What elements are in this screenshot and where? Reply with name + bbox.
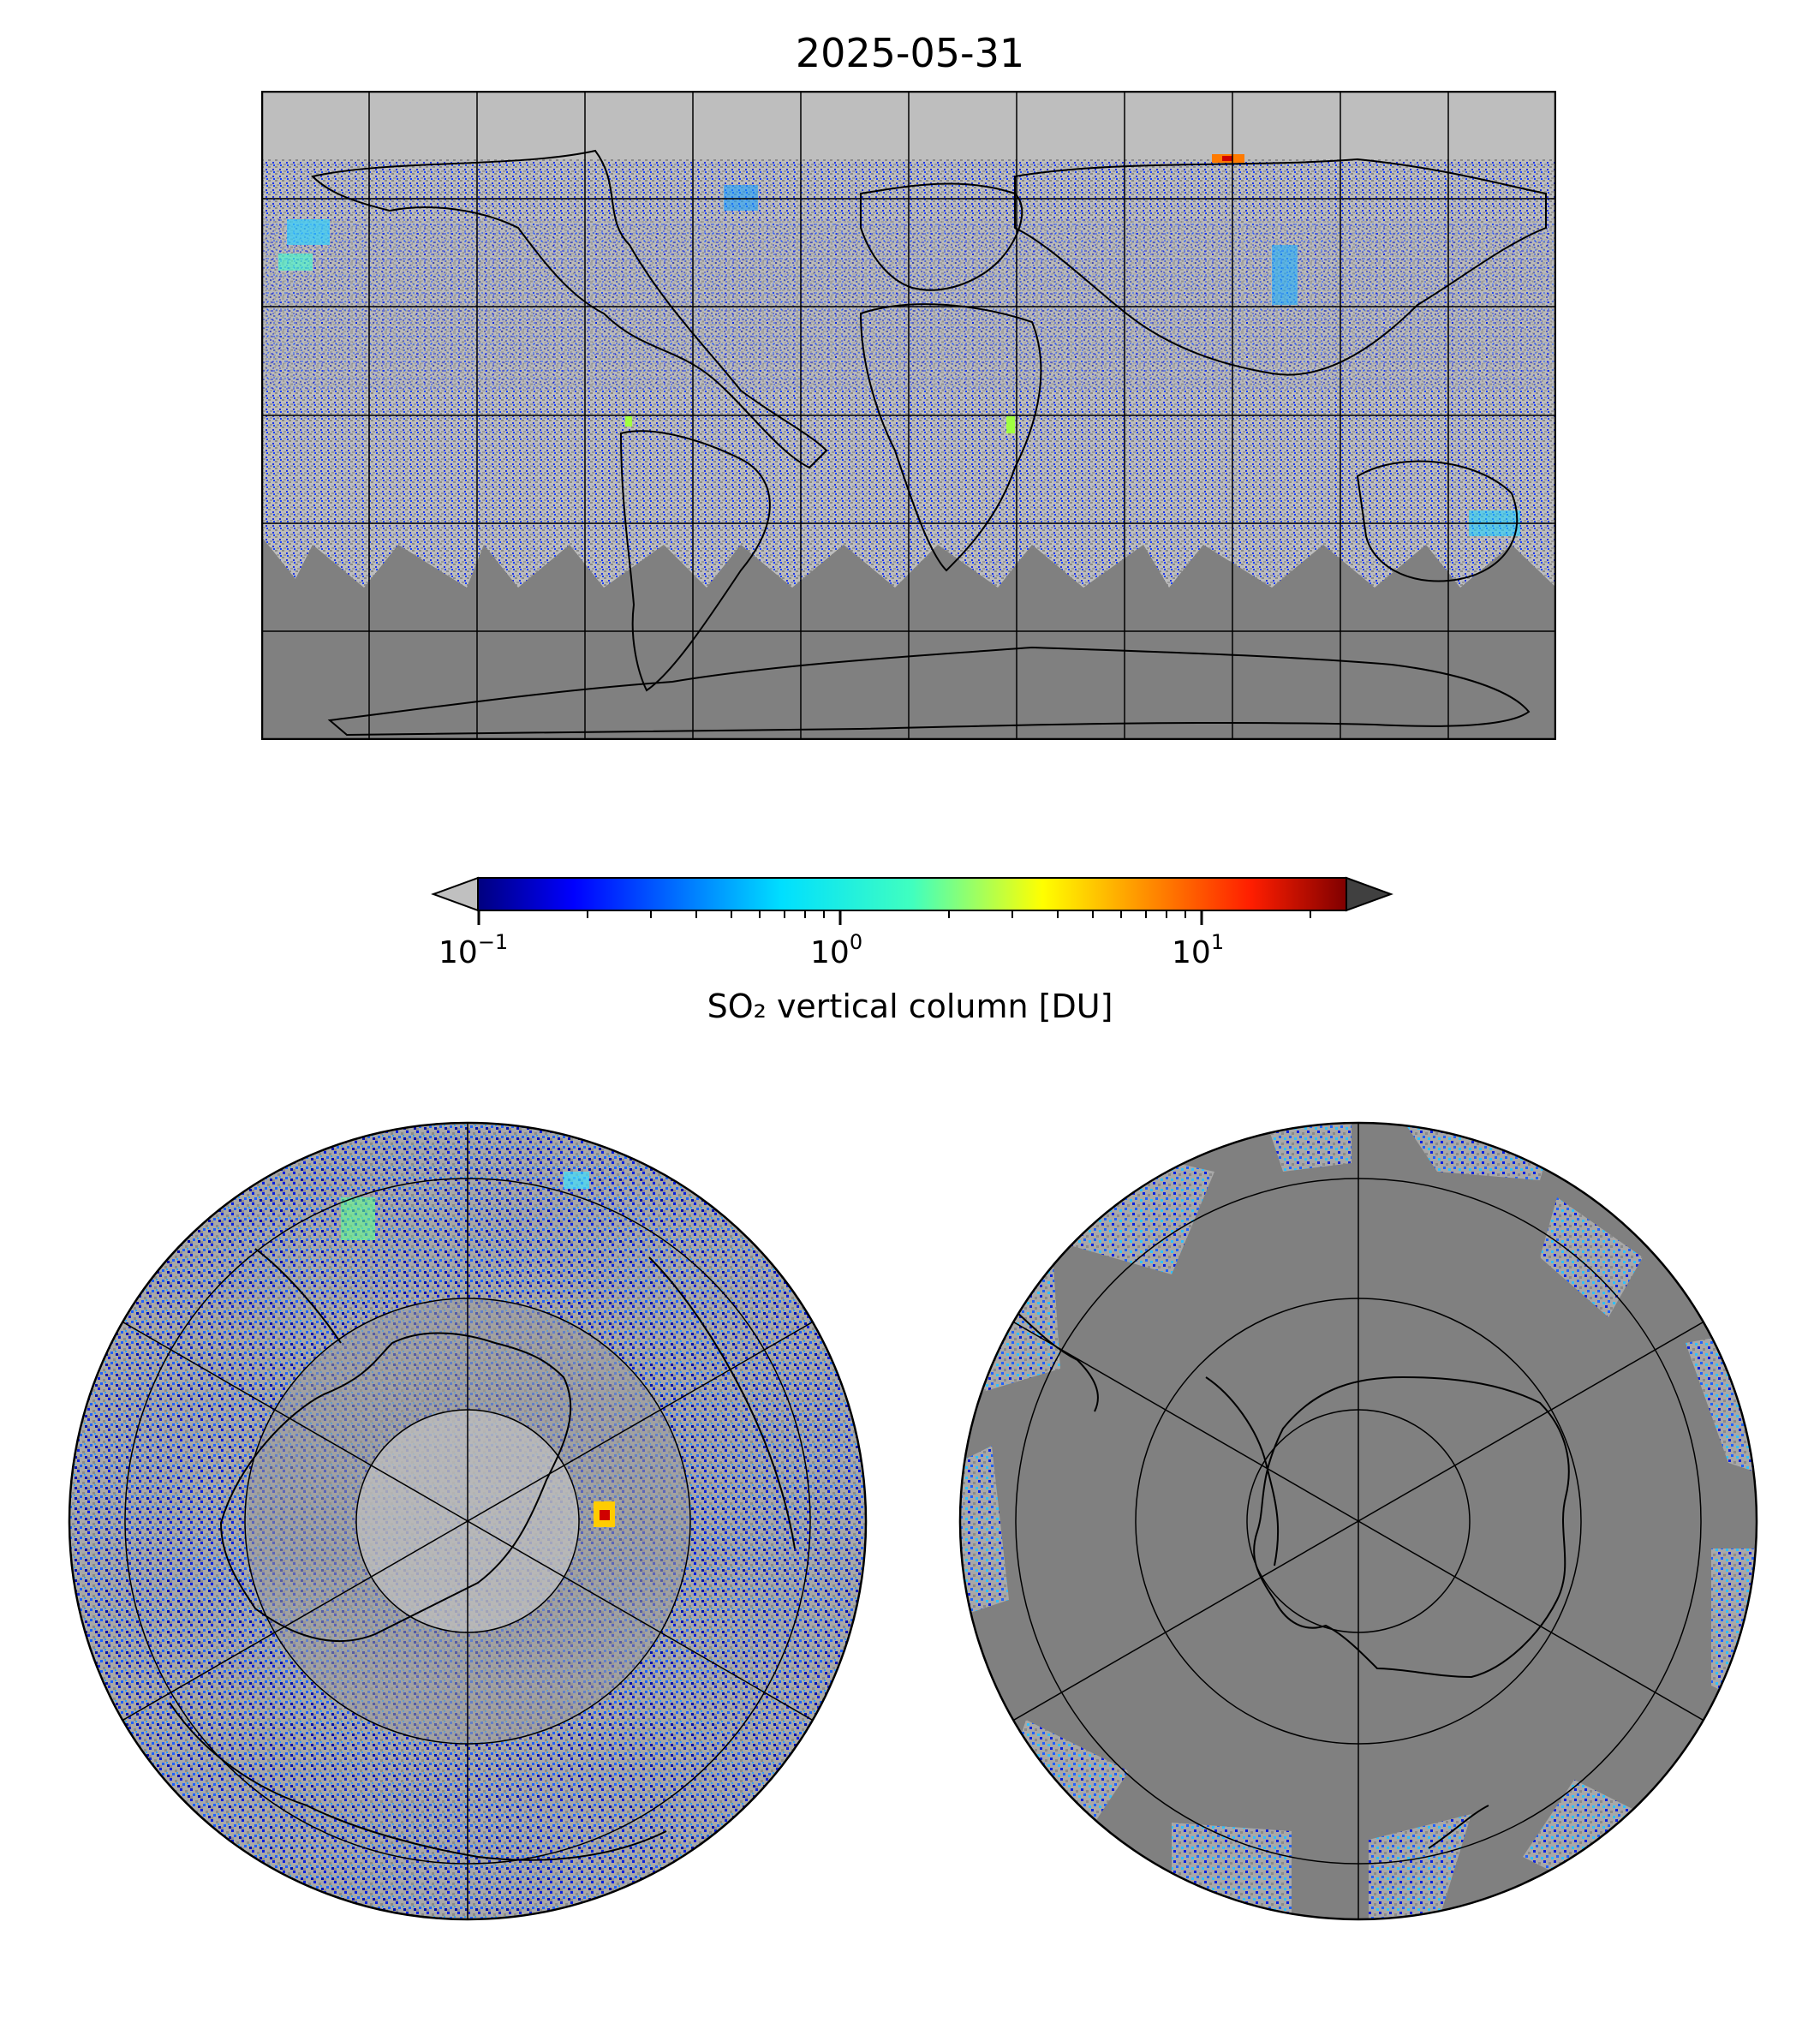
colorbar-tick-label: 101 (1172, 930, 1225, 970)
gridlines (960, 1123, 1757, 1919)
south-polar-map (958, 1121, 1758, 1921)
colorbar-gradient (477, 877, 1347, 911)
colorbar-label: SO₂ vertical column [DU] (707, 988, 1113, 1025)
colorbar-under-extension (431, 876, 479, 912)
gridlines (69, 1123, 866, 1919)
north-polar-map (68, 1121, 868, 1921)
colorbar-tick-label: 100 (810, 930, 863, 970)
map-title: 2025-05-31 (795, 30, 1025, 76)
so2-hotspots (341, 1172, 615, 1527)
coastlines (311, 149, 1547, 737)
colorbar-tick-label: 10−1 (439, 930, 509, 970)
global-map (261, 91, 1556, 740)
coastlines (169, 1248, 796, 1861)
gridlines (261, 91, 1556, 740)
colorbar-over-extension (1346, 876, 1393, 912)
colorbar (431, 876, 1393, 925)
colorbar-ticks (477, 910, 1311, 925)
